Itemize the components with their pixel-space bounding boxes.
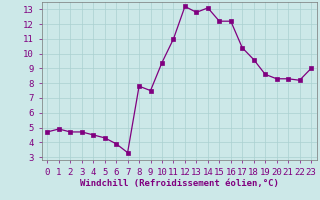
X-axis label: Windchill (Refroidissement éolien,°C): Windchill (Refroidissement éolien,°C) (80, 179, 279, 188)
